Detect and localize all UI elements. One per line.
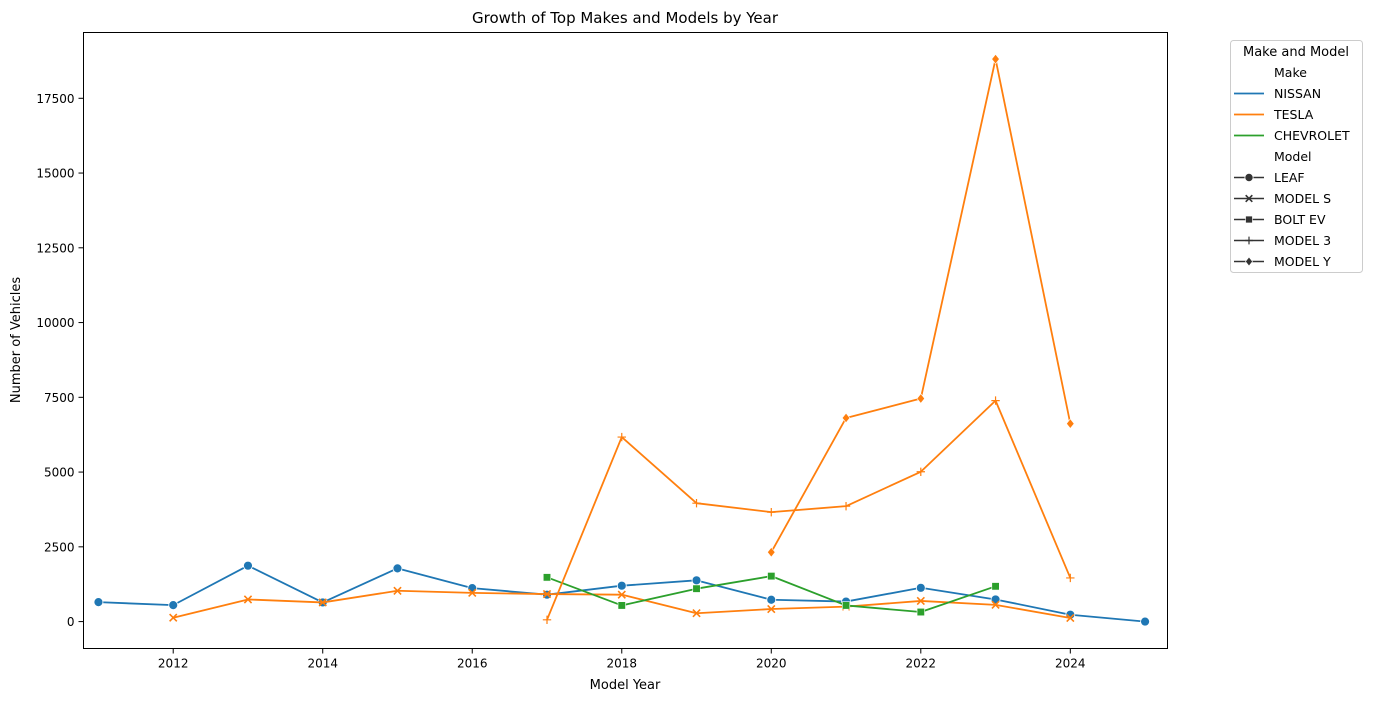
series-tesla-model-s: [169, 586, 1075, 623]
data-point-tesla-model-s: [243, 595, 253, 604]
y-tick-label: 10000: [36, 316, 74, 330]
data-point-nissan-leaf: [168, 600, 179, 611]
legend-label-bolt-ev: BOLT EV: [1274, 212, 1326, 227]
legend-title: Make and Model: [1243, 45, 1349, 60]
legend-label-model-s: MODEL S: [1274, 191, 1331, 206]
legend-label-model-3: MODEL 3: [1274, 233, 1331, 248]
data-point-chevrolet-bolt-ev: [991, 582, 1000, 591]
y-tick-label: 17500: [36, 92, 74, 106]
x-axis-ticks: 2012 2014 2016 2018 2020 2022 2024: [158, 648, 1086, 671]
data-point-tesla-model-3: [841, 501, 851, 511]
x-tick-label: 2016: [457, 657, 488, 671]
data-point-chevrolet-bolt-ev: [767, 572, 776, 581]
data-point-tesla-model-3: [991, 396, 1000, 405]
data-point-tesla-model-y: [991, 53, 1000, 65]
data-point-tesla-model-s: [393, 586, 402, 595]
x-axis-label: Model Year: [590, 678, 661, 693]
data-point-tesla-model-s: [318, 598, 327, 607]
legend-marker-leaf: [1244, 172, 1254, 183]
data-point-tesla-model-3: [692, 498, 701, 508]
x-tick-label: 2018: [606, 657, 637, 671]
series-tesla-model-3: [542, 396, 1075, 624]
series-line-tesla-model-3: [546, 399, 1072, 621]
y-tick-label: 2500: [44, 540, 75, 554]
y-tick-label: 7500: [44, 391, 75, 405]
data-point-chevrolet-bolt-ev: [617, 601, 626, 610]
legend-label-model-y: MODEL Y: [1274, 254, 1331, 269]
data-point-tesla-model-s: [692, 609, 701, 618]
legend-label-nissan: NISSAN: [1274, 86, 1321, 101]
data-point-tesla-model-s: [617, 590, 626, 599]
data-point-tesla-model-s: [542, 589, 552, 599]
y-axis-label: Number of Vehicles: [9, 277, 24, 404]
data-point-nissan-leaf: [243, 560, 253, 571]
data-point-chevrolet-bolt-ev: [916, 607, 925, 617]
series-tesla-model-y: [767, 53, 1075, 558]
x-tick-label: 2022: [906, 657, 937, 671]
data-point-nissan-leaf: [1140, 616, 1150, 627]
data-point-nissan-leaf: [691, 575, 702, 586]
data-point-tesla-model-3: [916, 467, 925, 476]
legend-model-header: Model: [1274, 149, 1312, 164]
data-point-nissan-leaf: [467, 583, 478, 593]
legend-label-tesla: TESLA: [1273, 107, 1314, 122]
data-point-nissan-leaf: [392, 563, 403, 574]
data-point-nissan-leaf: [93, 597, 104, 608]
chart-title: Growth of Top Makes and Models by Year: [472, 9, 779, 27]
data-point-tesla-model-s: [468, 588, 477, 598]
legend-items: Make NISSAN TESLA CHEVROLET Model LEAF MODEL S…: [1234, 65, 1350, 269]
data-point-nissan-leaf: [616, 580, 627, 591]
data-point-tesla-model-3: [1066, 573, 1075, 583]
data-point-nissan-leaf: [915, 582, 926, 593]
data-point-tesla-model-y: [841, 412, 851, 424]
y-tick-label: 12500: [36, 241, 74, 255]
data-point-tesla-model-y: [916, 393, 926, 404]
series-chevrolet-bolt-ev: [542, 572, 1000, 617]
legend-marker-model-3: [1245, 236, 1253, 245]
legend-make-header: Make: [1274, 65, 1307, 80]
x-tick-label: 2012: [158, 657, 189, 671]
y-tick-label: 0: [67, 615, 75, 629]
legend-marker-model-y: [1245, 256, 1253, 267]
data-point-tesla-model-s: [991, 600, 1000, 610]
data-point-tesla-model-3: [542, 615, 552, 624]
data-point-tesla-model-3: [617, 432, 626, 442]
x-tick-label: 2024: [1055, 657, 1086, 671]
series-layer: [93, 53, 1150, 627]
x-tick-label: 2014: [307, 657, 338, 671]
y-axis-ticks: 0 2500 5000 7500 10000 12500 15000 17500: [36, 92, 84, 629]
legend-marker-model-s: [1245, 194, 1253, 203]
legend-label-chevrolet: CHEVROLET: [1274, 128, 1350, 143]
data-point-tesla-model-s: [916, 596, 925, 606]
data-point-tesla-model-y: [1066, 418, 1075, 429]
data-point-chevrolet-bolt-ev: [841, 601, 851, 610]
data-point-chevrolet-bolt-ev: [692, 584, 701, 593]
legend-frame: [1230, 40, 1363, 273]
x-tick-label: 2020: [756, 657, 787, 671]
data-point-chevrolet-bolt-ev: [542, 573, 552, 582]
legend-marker-bolt-ev: [1245, 215, 1253, 224]
data-point-tesla-model-3: [767, 507, 776, 517]
legend-label-leaf: LEAF: [1274, 170, 1305, 185]
data-point-tesla-model-s: [1066, 613, 1075, 623]
y-tick-label: 15000: [36, 167, 74, 181]
data-point-nissan-leaf: [766, 594, 777, 605]
legend: Make and Model MakeNISSANTESLACHEVROLETM…: [1230, 40, 1363, 273]
data-point-tesla-model-s: [169, 613, 178, 622]
data-point-tesla-model-s: [767, 604, 776, 614]
data-point-tesla-model-y: [767, 546, 776, 558]
y-tick-label: 5000: [44, 466, 75, 480]
plot-area: [83, 32, 1168, 649]
